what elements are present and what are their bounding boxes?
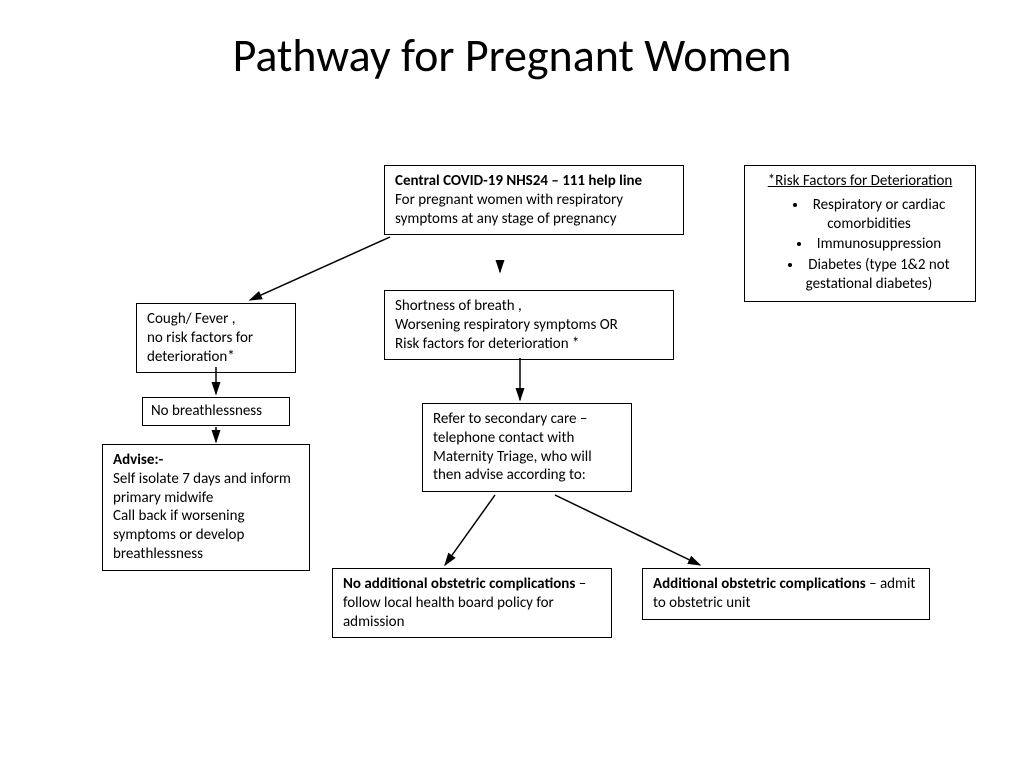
- node-advise: Advise:- Self isolate 7 days and inform …: [102, 444, 310, 571]
- edges-layer: [0, 0, 1024, 768]
- risk-item: Immunosuppression: [773, 234, 965, 255]
- node-shortness: Shortness of breath , Worsening respirat…: [384, 290, 674, 360]
- refer-text: Refer to secondary care – telephone cont…: [433, 410, 592, 484]
- addl-bold: Additional obstetric complications: [653, 575, 866, 593]
- short-l2: Worsening respiratory symptoms OR: [395, 316, 618, 334]
- cough-l2: no risk factors for deterioration*: [147, 329, 253, 366]
- noaddl-bold: No additional obstetric complications: [343, 575, 575, 593]
- central-rest: For pregnant women with respiratory symp…: [395, 191, 623, 228]
- page-title: Pathway for Pregnant Women: [0, 28, 1024, 84]
- central-bold: Central COVID-19 NHS24 – 111 help line: [395, 172, 642, 190]
- node-addl: Additional obstetric complications – adm…: [642, 568, 930, 620]
- node-nobreath: No breathlessness: [142, 397, 290, 426]
- node-central: Central COVID-19 NHS24 – 111 help line F…: [384, 165, 684, 235]
- node-risk: *Risk Factors for Deterioration Respirat…: [744, 165, 976, 302]
- short-l1: Shortness of breath ,: [395, 297, 522, 315]
- node-cough: Cough/ Fever , no risk factors for deter…: [136, 303, 296, 373]
- risk-item: Respiratory or cardiac comorbidities: [773, 195, 965, 235]
- risk-title: *Risk Factors for Deterioration: [755, 172, 965, 191]
- cough-l1: Cough/ Fever ,: [147, 310, 235, 328]
- node-noaddl: No additional obstetric complications – …: [332, 568, 612, 638]
- nobreath-text: No breathlessness: [151, 402, 262, 420]
- short-l3: Risk factors for deterioration *: [395, 335, 579, 353]
- advise-bold: Advise:-: [113, 451, 163, 469]
- risk-item: Diabetes (type 1&2 not gestational diabe…: [773, 255, 965, 295]
- risk-list: Respiratory or cardiac comorbidities Imm…: [755, 195, 965, 295]
- advise-text: Self isolate 7 days and inform primary m…: [113, 470, 291, 563]
- node-refer: Refer to secondary care – telephone cont…: [422, 403, 632, 492]
